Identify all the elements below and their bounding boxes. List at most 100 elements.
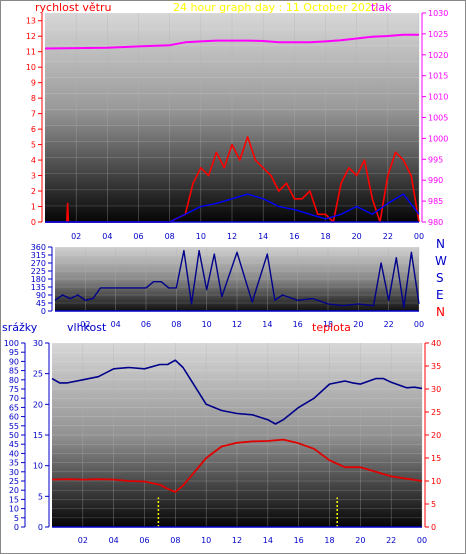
pressure-y-tick-label: 990 [428,176,443,185]
pressure-line [44,33,419,50]
wind-pressure-x-tick-label: 10 [196,232,206,241]
humidity-temperature-x-tick-label: 08 [170,536,180,545]
rain-y-tick-label: 20 [9,486,19,495]
rain-y-tick-label: 85 [9,367,19,376]
humidity-temperature-x-tick-label: 16 [294,536,304,545]
wind-direction-x-tick-label: 00 [414,320,424,329]
humidity-y-tick-label: 15 [33,431,43,440]
wind-direction-x-tick-label: 06 [141,320,151,329]
wind-pressure-grid [45,12,420,223]
wind-pressure-x-tick-label: 16 [289,232,299,241]
compass-e: E [436,288,444,302]
humidity-temperature-x-tick-label: 00 [417,536,427,545]
temperature-y-tick-label: 20 [431,431,441,440]
wind-direction-line [54,249,420,309]
rain-y-tick-label: 30 [9,468,19,477]
temperature-y-tick-label: 15 [431,454,441,463]
rain-y-tick-label: 35 [9,459,19,468]
humidity-line [51,359,423,425]
rain-y-tick-label: 75 [9,385,19,394]
rain-y-tick-label: 40 [9,449,19,458]
humidity-temperature-x-tick-label: 06 [139,536,149,545]
wind-speed-y-tick-label: 9 [31,79,36,88]
wind-direction-x-tick-label: 16 [293,320,303,329]
temperature-y-tick-label: 40 [431,339,441,348]
wind-pressure-x-tick-label: 20 [352,232,362,241]
wind-average-line [45,193,420,223]
wind-direction-y-tick-label: 45 [36,299,46,308]
rain-y-tick-label: 70 [9,394,19,403]
pressure-y-tick-label: 1020 [428,51,448,60]
wind-pressure-axes: 02 04 06 08 10 12 14 16 18 20 22 000123456789101112… [26,9,449,241]
temperature-y-tick-label: 25 [431,408,441,417]
rain-label: srážky [2,321,38,334]
wind-pressure-x-tick-label: 14 [258,232,268,241]
wind-speed-y-tick-label: 4 [31,156,36,165]
wind-speed-y-tick-label: 11 [26,48,36,57]
pressure-y-tick-label: 995 [428,155,443,164]
humidity-temperature-grid [52,342,423,528]
wind-speed-y-tick-label: 3 [31,172,36,181]
wind-direction-y-tick-label: 180 [31,275,46,284]
wind-speed-y-tick-label: 12 [26,32,36,41]
wind-direction-y-tick-label: 315 [31,251,46,260]
humidity-temperature-x-tick-label: 02 [78,536,88,545]
temperature-line [51,438,423,493]
rain-y-tick-label: 25 [9,477,19,486]
humidity-temperature-x-tick-label: 12 [232,536,242,545]
wind-pressure-x-tick-label: 18 [320,232,330,241]
wind-pressure-x-tick-label: 22 [383,232,393,241]
wind-speed-y-tick-label: 8 [31,94,36,103]
pressure-y-tick-label: 1005 [428,114,448,123]
rain-y-tick-label: 45 [9,440,19,449]
wind-direction-y-tick-label: 270 [31,259,46,268]
humidity-temperature-x-tick-label: 22 [386,536,396,545]
wind-pressure-x-tick-label: 02 [71,232,81,241]
wind-direction-y-tick-label: 360 [31,243,46,252]
wind-speed-y-tick-label: 6 [31,125,36,134]
wind-direction-x-tick-label: 04 [111,320,121,329]
temperature-y-tick-label: 0 [431,523,436,532]
wind-direction-series [54,249,420,309]
pressure-y-tick-label: 1025 [428,30,448,39]
rain-y-tick-label: 55 [9,422,19,431]
pressure-label: tlak [371,1,392,14]
humidity-y-tick-label: 30 [33,339,43,348]
wind-pressure-x-tick-label: 04 [102,232,112,241]
temperature-y-tick-label: 10 [431,477,441,486]
rain-y-tick-label: 15 [9,495,19,504]
wind-speed-y-tick-label: 0 [31,218,36,227]
humidity-y-tick-label: 5 [38,492,43,501]
rain-y-tick-label: 5 [14,514,19,523]
wind-direction-x-tick-label: 08 [171,320,181,329]
wind-direction-y-tick-label: 225 [31,267,46,276]
rain-y-tick-label: 100 [4,339,19,348]
wind-direction-y-tick-label: 135 [31,283,46,292]
wind-speed-y-tick-label: 2 [31,187,36,196]
pressure-y-tick-label: 1015 [428,72,448,81]
humidity-y-tick-label: 10 [33,462,43,471]
rain-y-tick-label: 50 [9,431,19,440]
humidity-temperature-x-tick-label: 10 [201,536,211,545]
rain-y-tick-label: 90 [9,357,19,366]
rain-y-tick-label: 95 [9,348,19,357]
wind-direction-x-tick-label: 02 [80,320,90,329]
wind-speed-y-tick-label: 5 [31,141,36,150]
graph-title: 24 hour graph day : 11 October 2022 [173,1,379,14]
wind-direction-x-tick-label: 18 [323,320,333,329]
wind-speed-y-tick-label: 10 [26,63,36,72]
wind-direction-y-tick-label: 90 [36,291,46,300]
temperature-y-tick-label: 30 [431,385,441,394]
wind-speed-y-tick-label: 1 [31,203,36,212]
temperature-y-tick-label: 5 [431,500,436,509]
compass-s: S [436,271,444,285]
wind-pressure-x-tick-label: 06 [133,232,143,241]
temperature-y-tick-label: 35 [431,362,441,371]
wind-pressure-x-tick-label: 08 [165,232,175,241]
pressure-y-tick-label: 1030 [428,9,448,18]
humidity-temperature-x-tick-label: 18 [324,536,334,545]
temperature-label: teplota [312,321,351,334]
wind-direction-x-tick-label: 12 [232,320,242,329]
wind-speed-label: rychlost větru [35,1,111,14]
